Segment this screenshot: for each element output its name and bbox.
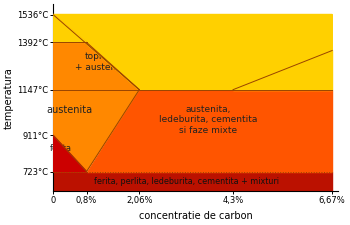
Polygon shape	[53, 171, 332, 191]
Text: fe-ita: fe-ita	[50, 144, 72, 153]
Text: topituri
+ cementita: topituri + cementita	[270, 52, 326, 72]
Polygon shape	[53, 15, 139, 90]
Y-axis label: temperatura: temperatura	[4, 67, 14, 129]
Text: ferita, perlita, ledeburita, cementita + mixturi: ferita, perlita, ledeburita, cementita +…	[94, 177, 280, 186]
Polygon shape	[53, 15, 139, 90]
Text: austenita,
ledeburita, cementita
si faze mixte: austenita, ledeburita, cementita si faze…	[159, 105, 257, 135]
Polygon shape	[53, 135, 86, 171]
Polygon shape	[53, 42, 139, 171]
Polygon shape	[53, 15, 86, 42]
X-axis label: concentratie de carbon: concentratie de carbon	[139, 211, 252, 221]
Polygon shape	[86, 90, 332, 171]
Text: topituri
+ austenita: topituri + austenita	[75, 52, 128, 72]
Text: topituri: topituri	[201, 30, 240, 40]
Polygon shape	[233, 50, 332, 90]
Polygon shape	[53, 15, 332, 90]
Text: austenita: austenita	[46, 105, 92, 115]
Polygon shape	[53, 15, 332, 90]
